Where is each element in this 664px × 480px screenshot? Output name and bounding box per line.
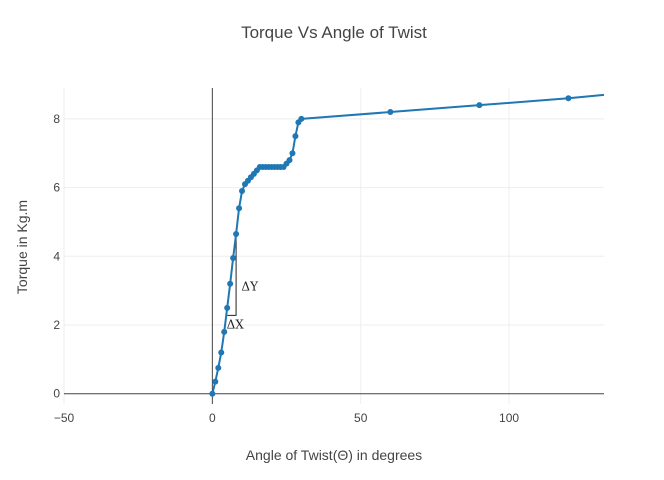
x-tick-label: 100	[499, 411, 519, 425]
y-tick-label: 0	[53, 387, 60, 401]
data-point	[221, 328, 228, 335]
slope-triangle	[227, 233, 237, 316]
data-point	[286, 157, 293, 164]
data-point	[212, 378, 219, 385]
data-point	[292, 133, 299, 140]
data-point	[224, 304, 231, 311]
data-point	[209, 390, 216, 397]
delta-x-label: ΔX	[227, 317, 245, 331]
y-axis-title: Torque in Kg.m	[14, 200, 30, 294]
data-point	[387, 109, 394, 116]
y-tick-label: 8	[53, 112, 60, 126]
data-point	[218, 349, 225, 356]
y-tick-label: 6	[53, 181, 60, 195]
data-point	[298, 115, 305, 122]
x-tick-label: 50	[354, 411, 368, 425]
data-point	[215, 364, 222, 371]
data-point	[236, 205, 243, 212]
delta-y-label: ΔY	[241, 280, 259, 294]
series-line	[211, 93, 605, 394]
data-point	[289, 150, 296, 157]
grid-layer	[63, 88, 604, 404]
data-point	[239, 188, 246, 195]
x-tick-label: −50	[54, 411, 75, 425]
y-tick-label: 2	[53, 318, 60, 332]
data-point	[565, 95, 572, 102]
chart-title: Torque Vs Angle of Twist	[241, 23, 427, 42]
x-axis-title: Angle of Twist(Θ) in degrees	[246, 447, 422, 463]
y-tick-label: 4	[53, 249, 60, 263]
x-tick-label: 0	[209, 411, 216, 425]
series-layer	[209, 93, 605, 397]
data-point	[233, 230, 240, 237]
data-point	[227, 280, 234, 287]
tick-labels: 0 2 4 6 8 −50 0 50 100	[53, 112, 519, 425]
data-point	[230, 255, 237, 262]
data-point	[476, 102, 483, 109]
slope-annotation: ΔX ΔY	[227, 233, 259, 331]
